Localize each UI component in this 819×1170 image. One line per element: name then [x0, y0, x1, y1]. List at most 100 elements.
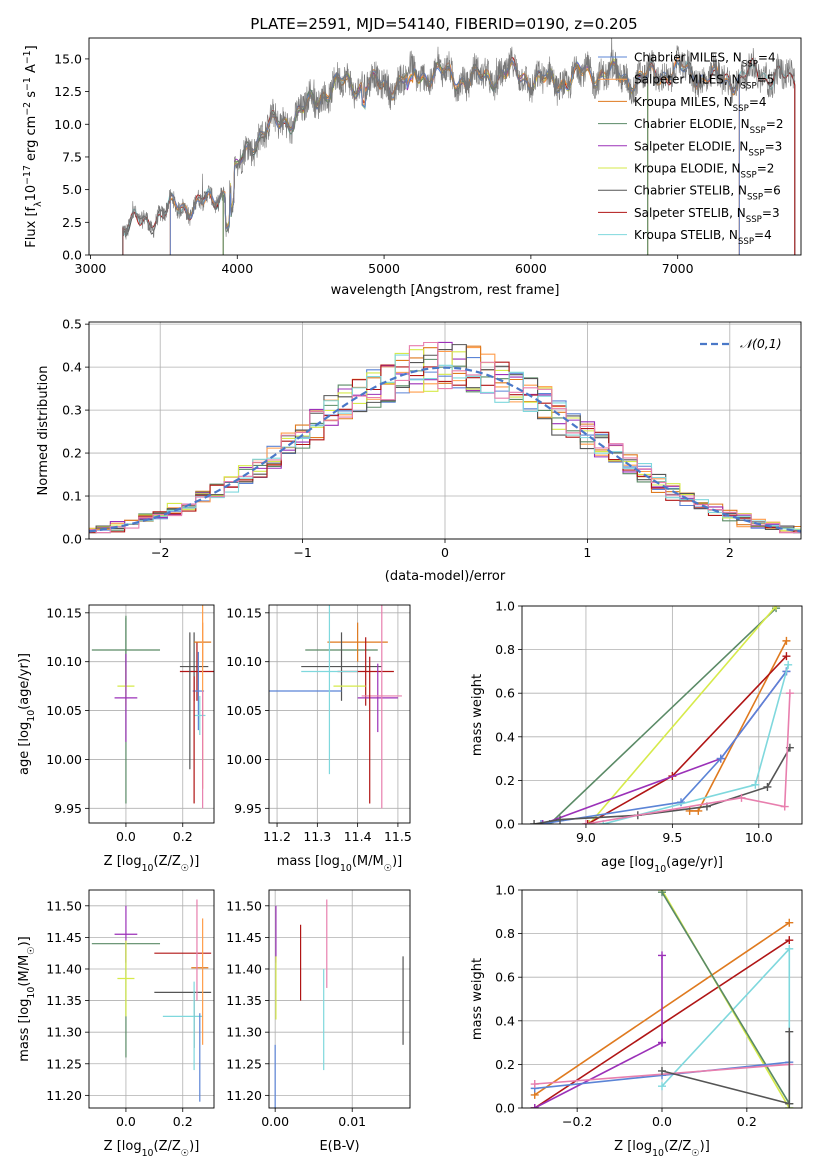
y-tick-label: 11.20 — [46, 1088, 82, 1103]
mass-weight-line-SE — [534, 955, 663, 1108]
model-line-CE — [222, 60, 649, 255]
massweight_vs_age-y-label: mass weight — [470, 674, 485, 756]
y-tick-label: 10.05 — [46, 703, 82, 718]
errorbar-point-KS — [301, 605, 358, 775]
x-tick-label: 3000 — [75, 261, 107, 276]
model-line-SE — [222, 61, 649, 255]
residuals-frame — [88, 321, 802, 540]
y-tick-label: 0.2 — [62, 446, 82, 461]
y-tick-label: 10.05 — [226, 703, 262, 718]
mass-weight-marker-KE — [772, 606, 781, 610]
spectrum-y-label: Flux [fλ10−17 erg cm−2 s−1 A−1] — [22, 45, 44, 247]
spectrum-axes: 3000 4000 5000 6000 7000 0.0 2.5 5.0 7.5 10.0 12.5… — [22, 37, 802, 298]
spectrum-frame — [88, 37, 802, 256]
x-tick-label: 0.2 — [173, 1114, 193, 1129]
mass_vs_Z-plot-area — [91, 899, 212, 1102]
y-tick-label: 5.0 — [62, 182, 82, 197]
age_vs_mass-plot-area — [269, 605, 402, 809]
y-tick-label: 0.0 — [62, 532, 82, 547]
observed-spectrum-line — [122, 38, 796, 255]
errorbar-point-CS — [301, 632, 382, 701]
x-tick-label: 0.2 — [737, 1114, 757, 1129]
mass-weight-line-CE — [549, 607, 777, 824]
massweight_vs_Z-x-label: Z [log10(Z/Z☉)] — [614, 1139, 710, 1159]
errorbar-point-SE — [357, 663, 398, 733]
page-title: PLATE=2591, MJD=54140, FIBERID=0190, z=0… — [250, 15, 637, 33]
mass-weight-marker-pink — [581, 820, 590, 824]
massweight_vs_age-frame — [521, 605, 803, 825]
y-tick-label: 0.2 — [495, 1057, 515, 1072]
y-tick-label: 11.45 — [226, 930, 262, 945]
legend-label-KE: Kroupa ELODIE, NSSP=2 — [634, 162, 774, 181]
y-tick-label: 0.5 — [62, 317, 82, 332]
y-tick-label: 11.50 — [226, 898, 262, 913]
mass-weight-marker-KS — [785, 944, 794, 953]
x-tick-label: 0.00 — [261, 1114, 289, 1129]
legend-label-SM: Salpeter MILES, NSSP=5 — [634, 73, 774, 92]
legend-label-KM: Kroupa MILES, NSSP=4 — [634, 95, 767, 114]
y-tick-label: 11.25 — [46, 1056, 82, 1071]
legend-label-SE: Salpeter ELODIE, NSSP=3 — [634, 139, 782, 158]
mass-weight-marker-SS — [785, 936, 794, 945]
mass-weight-marker-CE — [658, 890, 666, 897]
hist-step-SE — [89, 341, 801, 532]
y-tick-label: 10.15 — [46, 605, 82, 620]
age_vs_Z-frame — [88, 604, 215, 824]
y-tick-label: 11.30 — [226, 1025, 262, 1040]
y-tick-label: 15.0 — [54, 51, 82, 66]
errorbar-point-KS — [194, 695, 206, 736]
mass-weight-marker-KM — [785, 918, 794, 927]
mass-weight-marker-CS — [763, 782, 772, 791]
mass-weight-marker-pink — [530, 1080, 539, 1089]
y-tick-label: 10.00 — [46, 752, 82, 767]
y-tick-label: 11.50 — [46, 898, 82, 913]
y-tick-label: 11.35 — [46, 993, 82, 1008]
y-tick-label: 9.95 — [54, 801, 82, 816]
mass_vs_Z-x-label: Z [log10(Z/Z☉)] — [104, 1139, 200, 1159]
model-line-KE — [222, 58, 649, 255]
age_vs_mass-frame — [268, 604, 411, 824]
mass-weight-marker-SE — [538, 820, 547, 824]
mass-weight-marker-CM — [677, 798, 686, 807]
massweight_vs_Z-y-label: mass weight — [470, 958, 485, 1040]
y-tick-label: 0.8 — [495, 926, 515, 941]
legend-label-SS: Salpeter STELIB, NSSP=3 — [634, 206, 780, 225]
age_vs_mass-axes: 11.2 11.3 11.4 11.5 9.95 10.00 10.05 10.10 10.15… — [226, 604, 412, 874]
legend-label-normal: 𝒩(0,1) — [740, 336, 782, 351]
mass-weight-line-CS — [533, 747, 791, 824]
x-tick-label: 0.0 — [116, 1114, 136, 1129]
massweight_vs_Z-axes: −0.2 0.0 0.2 0.0 0.2 0.4 0.6 0.8 1.0 Z [log10(Z/Z… — [470, 883, 803, 1159]
mass-weight-marker-KE — [585, 820, 594, 824]
age_vs_Z-axes: 0.0 0.2 9.95 10.00 10.05 10.10 10.15 Z [log10(Z… — [17, 604, 215, 874]
y-tick-label: 0.3 — [62, 403, 82, 418]
mass_vs_Z-axes: 0.0 0.2 11.20 11.25 11.30 11.35 11.40 11.45 11.5… — [17, 889, 215, 1159]
age_vs_mass-x-label: mass [log10(M/M☉)] — [277, 854, 403, 874]
mass-weight-marker-KS — [751, 780, 760, 789]
mass-weight-marker-CS — [530, 820, 539, 824]
residuals-x-label: (data-model)/error — [385, 569, 506, 584]
mass-weight-marker-SE — [530, 1104, 539, 1108]
spectrum-legend: Chabrier MILES, NSSP=4 Salpeter MILES, NS… — [598, 51, 783, 247]
y-tick-label: 1.0 — [495, 599, 515, 614]
y-tick-label: 0.1 — [62, 489, 82, 504]
y-tick-label: 11.25 — [226, 1056, 262, 1071]
mass-weight-line-KE — [588, 606, 777, 824]
y-tick-label: 0.8 — [495, 642, 515, 657]
x-tick-label: 9.5 — [662, 830, 682, 845]
mass_vs_EBV-plot-area — [274, 899, 404, 1108]
y-tick-label: 0.4 — [62, 360, 82, 375]
y-tick-label: 0.4 — [495, 1013, 515, 1028]
errorbar-point-SS — [179, 642, 214, 701]
mass-weight-marker-pink — [737, 793, 746, 802]
x-tick-label: 0.0 — [652, 1114, 672, 1129]
x-tick-label: 9.0 — [576, 830, 596, 845]
mass_vs_EBV-axes: 0.00 0.01 11.20 11.25 11.30 11.35 11.40 11.45 11… — [226, 889, 411, 1154]
residuals-plot-area — [89, 341, 801, 534]
mass-weight-marker-SE — [658, 951, 666, 960]
y-tick-label: 0.6 — [495, 686, 515, 701]
massweight_vs_age-x-label: age [log10(age/yr)] — [601, 855, 723, 875]
mass-weight-marker-SS — [782, 652, 791, 661]
mass-weight-line-SS — [587, 655, 787, 824]
mass-weight-line-CS — [661, 1031, 791, 1105]
